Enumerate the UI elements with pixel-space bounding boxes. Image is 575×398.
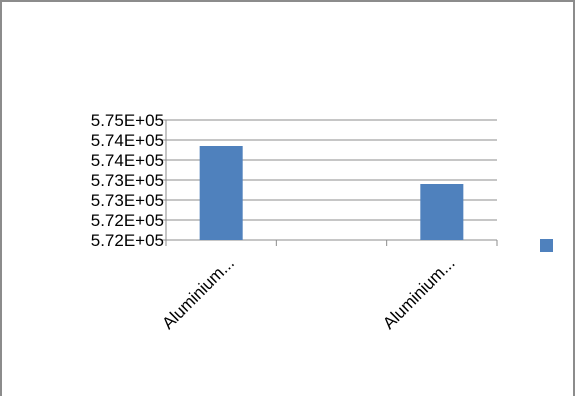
y-tick-label: 5.74E+05 xyxy=(91,131,164,150)
y-tick-label: 5.72E+05 xyxy=(91,211,164,230)
y-tick-label: 5.73E+05 xyxy=(91,171,164,190)
category-label: Aluminium... xyxy=(379,253,459,333)
y-tick-label: 5.75E+05 xyxy=(91,111,164,130)
y-tick-labels: 5.72E+055.72E+055.73E+055.73E+055.74E+05… xyxy=(91,111,164,250)
legend-swatch xyxy=(540,239,553,252)
bar xyxy=(420,184,464,240)
category-labels: Aluminium... Aluminium... xyxy=(158,253,458,333)
y-tick-label: 5.72E+05 xyxy=(91,231,164,250)
y-tick-label: 5.74E+05 xyxy=(91,151,164,170)
bar xyxy=(199,146,243,240)
y-tick-label: 5.73E+05 xyxy=(91,191,164,210)
bars xyxy=(199,146,464,240)
legend xyxy=(540,239,553,252)
category-label: Aluminium... xyxy=(158,253,238,333)
